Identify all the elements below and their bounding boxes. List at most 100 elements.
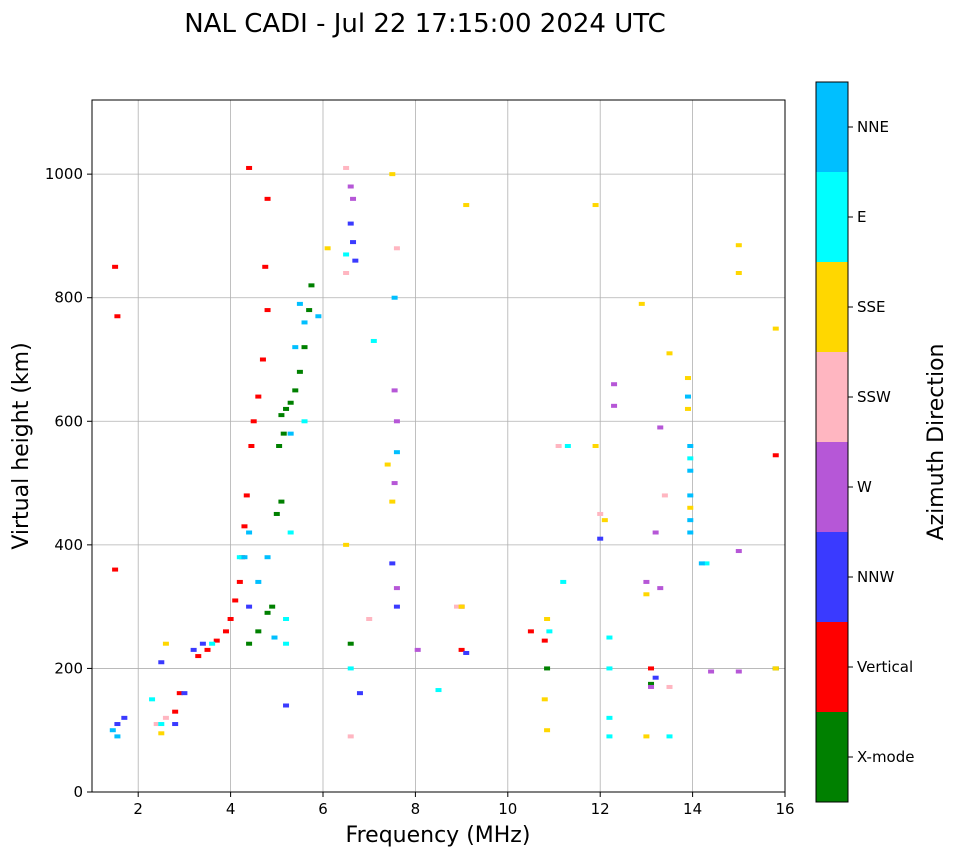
data-point-x-mode: [246, 641, 253, 646]
data-point-e: [435, 688, 442, 693]
colorbar-swatch: [816, 262, 848, 352]
data-point-sse: [324, 246, 331, 251]
data-point-vertical: [246, 165, 253, 170]
data-point-sse: [544, 617, 551, 621]
data-point-e: [564, 444, 571, 448]
data-point-sse: [772, 326, 779, 331]
data-point-nne: [255, 579, 262, 584]
data-point-x-mode: [264, 610, 271, 615]
data-point-x-mode: [301, 345, 308, 350]
data-point-nne: [241, 555, 248, 560]
data-point-w: [391, 481, 398, 486]
data-point-ssw: [343, 271, 350, 275]
data-point-nne: [687, 518, 694, 523]
data-point-e: [283, 641, 290, 646]
x-tick-label: 14: [683, 800, 702, 818]
data-point-vertical: [241, 524, 248, 529]
colorbar-swatch: [816, 172, 848, 262]
x-axis-label: Frequency (MHz): [346, 823, 531, 848]
colorbar-swatch: [816, 532, 848, 622]
data-point-x-mode: [280, 431, 287, 436]
data-point-nnw: [350, 240, 357, 245]
data-point-ssw: [661, 493, 668, 498]
data-point-x-mode: [273, 511, 280, 516]
data-point-nne: [301, 320, 308, 325]
data-marks: [109, 165, 779, 739]
data-point-ssw: [343, 165, 350, 170]
data-point-nnw: [347, 221, 354, 226]
colorbar-tick-label: E: [857, 208, 866, 226]
data-point-x-mode: [296, 369, 303, 374]
data-point-x-mode: [308, 283, 315, 288]
data-point-vertical: [250, 419, 257, 424]
data-point-nnw: [597, 536, 604, 541]
data-point-w: [414, 647, 421, 652]
data-point-ssw: [453, 604, 460, 609]
data-point-sse: [638, 301, 645, 306]
x-tick-label: 2: [133, 800, 143, 818]
data-point-ssw: [597, 511, 604, 516]
data-point-nne: [287, 431, 294, 436]
data-point-e: [606, 734, 613, 739]
data-point-vertical: [172, 709, 179, 714]
data-point-sse: [643, 592, 650, 597]
data-point-sse: [772, 666, 779, 671]
colorbar-swatch: [816, 352, 848, 442]
data-point-x-mode: [276, 444, 283, 448]
data-point-sse: [158, 731, 165, 736]
data-point-nnw: [199, 641, 206, 646]
data-point-sse: [684, 376, 691, 381]
colorbar-swatch: [816, 712, 848, 802]
colorbar-tick-label: W: [857, 478, 872, 496]
data-point-ssw: [153, 722, 160, 727]
colorbar-swatch: [816, 622, 848, 712]
data-point-w: [657, 586, 664, 591]
data-point-sse: [592, 203, 599, 208]
data-point-nnw: [121, 715, 128, 720]
data-point-w: [391, 388, 398, 393]
data-point-vertical: [176, 691, 183, 696]
colorbar-tick-label: X-mode: [857, 748, 914, 766]
data-point-nne: [264, 555, 271, 560]
data-point-ssw: [393, 246, 400, 251]
data-point-sse: [735, 243, 742, 248]
data-point-sse: [343, 542, 350, 547]
colorbar-swatch: [816, 82, 848, 172]
data-point-e: [347, 666, 354, 671]
data-point-w: [735, 549, 742, 554]
data-point-e: [370, 338, 377, 343]
colorbar-tick-label: NNE: [857, 118, 889, 136]
data-point-sse: [592, 444, 599, 448]
data-point-nne: [296, 301, 303, 306]
data-point-w: [643, 579, 650, 584]
data-point-sse: [463, 203, 470, 208]
colorbar-tick-label: SSW: [857, 388, 891, 406]
y-tick-label: 200: [54, 659, 83, 677]
data-point-nne: [393, 450, 400, 455]
data-point-nne: [698, 561, 705, 566]
data-point-vertical: [264, 196, 271, 201]
data-point-nnw: [158, 660, 165, 665]
data-point-nnw: [356, 691, 363, 696]
data-point-w: [708, 669, 715, 674]
x-tick-label: 8: [411, 800, 421, 818]
data-point-nnw: [190, 647, 197, 652]
data-point-e: [236, 555, 243, 560]
data-point-e: [546, 629, 553, 634]
data-point-nnw: [389, 561, 396, 566]
data-point-nne: [687, 444, 694, 448]
data-point-nnw: [246, 604, 253, 609]
x-tick-label: 10: [498, 800, 517, 818]
data-point-vertical: [213, 638, 220, 643]
data-point-vertical: [264, 308, 271, 313]
data-point-vertical: [195, 654, 202, 659]
data-point-w: [393, 419, 400, 424]
y-tick-label: 0: [73, 783, 83, 801]
data-point-sse: [384, 462, 391, 467]
data-point-nne: [687, 530, 694, 535]
data-point-vertical: [262, 264, 269, 269]
data-point-nne: [687, 493, 694, 498]
data-point-sse: [684, 406, 691, 411]
data-point-vertical: [112, 567, 119, 572]
data-point-w: [347, 184, 354, 189]
